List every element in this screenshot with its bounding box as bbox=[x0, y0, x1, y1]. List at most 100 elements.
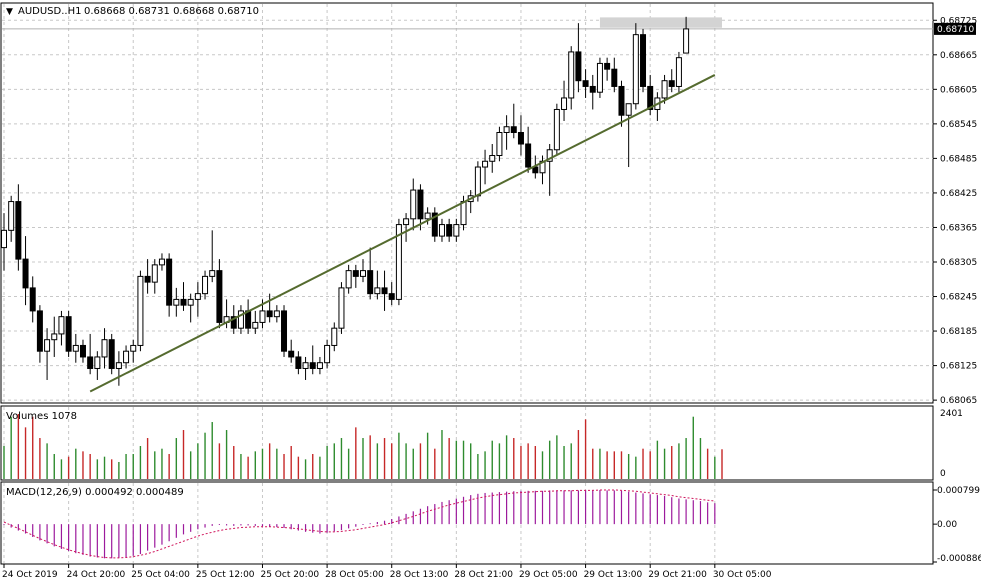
candle-body bbox=[151, 264, 158, 283]
candle-body bbox=[575, 51, 582, 82]
volumes-pane[interactable] bbox=[0, 405, 934, 481]
candle-body bbox=[115, 362, 122, 369]
candle-body bbox=[668, 80, 675, 87]
candle-body bbox=[65, 316, 72, 352]
candle-body bbox=[216, 270, 223, 323]
macd-tick-label: 0.00 bbox=[937, 520, 957, 530]
candle-body bbox=[281, 310, 288, 352]
candle-body bbox=[367, 270, 374, 295]
time-tick-label: 28 Oct 13:00 bbox=[390, 570, 449, 580]
candle-body bbox=[517, 131, 524, 145]
candle-body bbox=[360, 270, 366, 277]
candle-body bbox=[489, 155, 496, 162]
candle-body bbox=[561, 97, 568, 110]
candle bbox=[525, 126, 532, 173]
candle-body bbox=[582, 80, 589, 87]
candle bbox=[202, 270, 209, 300]
candle bbox=[273, 305, 280, 323]
candle bbox=[582, 69, 589, 98]
candle bbox=[489, 144, 496, 173]
candle-body bbox=[395, 224, 402, 300]
candle bbox=[209, 230, 216, 283]
candle bbox=[618, 80, 625, 127]
candle-body bbox=[237, 310, 244, 329]
macd-signal-line bbox=[3, 489, 715, 559]
candle-body bbox=[137, 275, 144, 346]
price-pane[interactable] bbox=[0, 2, 934, 404]
candle-body bbox=[273, 310, 280, 318]
candle bbox=[367, 247, 374, 300]
candle-body bbox=[101, 339, 108, 358]
candle bbox=[338, 282, 345, 334]
candle bbox=[237, 305, 244, 334]
trendline-segment[interactable] bbox=[89, 74, 716, 393]
candle-body bbox=[568, 51, 575, 99]
candle-body bbox=[410, 189, 417, 220]
candle bbox=[151, 259, 158, 294]
candle bbox=[446, 218, 453, 242]
candle-body bbox=[632, 34, 639, 105]
volume-axis: 2401 0 bbox=[940, 409, 963, 479]
time-axis[interactable]: 24 Oct 2019 24 Oct 20:00 25 Oct 04:00 25 Oc… bbox=[2, 564, 772, 580]
candle-body bbox=[158, 258, 165, 266]
candle-body bbox=[1, 229, 7, 249]
candle bbox=[503, 115, 510, 150]
candle-body bbox=[252, 321, 259, 329]
candle-body bbox=[661, 80, 668, 99]
candle-body bbox=[324, 344, 331, 364]
candle-body bbox=[230, 316, 237, 329]
time-tick-label: 25 Oct 04:00 bbox=[131, 570, 190, 580]
candle-body bbox=[618, 85, 625, 116]
candle-body bbox=[51, 333, 58, 341]
candle-body bbox=[266, 310, 273, 318]
candle-body bbox=[640, 34, 647, 87]
candle-body bbox=[15, 201, 22, 260]
macd-tick-label: -0.000886 bbox=[937, 554, 981, 564]
candle bbox=[561, 80, 568, 121]
candle-body bbox=[245, 310, 252, 329]
candle bbox=[79, 339, 86, 363]
candle-body bbox=[460, 201, 467, 226]
macd-pane[interactable] bbox=[0, 481, 934, 565]
candle bbox=[360, 259, 366, 283]
candle bbox=[604, 57, 611, 81]
candle-body bbox=[532, 166, 539, 174]
candle bbox=[309, 345, 316, 375]
candle-body bbox=[316, 362, 323, 369]
resistance-zone-rect[interactable] bbox=[599, 17, 722, 28]
symbol-timeframe: AUDUSD..H1 bbox=[18, 6, 81, 17]
candle bbox=[395, 218, 402, 306]
candle-body bbox=[503, 126, 510, 133]
candle bbox=[611, 57, 618, 93]
time-tick-label: 24 Oct 2019 bbox=[2, 570, 58, 580]
candle bbox=[661, 74, 668, 104]
macd-tick-label: 0.000799 bbox=[937, 486, 980, 496]
candle bbox=[352, 264, 359, 288]
price-axis[interactable]: 0.68725 0.68665 0.68605 0.68545 0.68485 0.684… bbox=[933, 16, 977, 406]
price-tick-label: 0.68545 bbox=[940, 120, 977, 130]
price-tick-label: 0.68485 bbox=[940, 154, 977, 164]
candle bbox=[281, 305, 288, 357]
price-tick-label: 0.68065 bbox=[940, 396, 977, 406]
current-price-marker: 0.68710 bbox=[934, 22, 976, 35]
candle bbox=[625, 103, 632, 168]
candle bbox=[517, 115, 524, 156]
candle-body bbox=[36, 310, 43, 352]
candle bbox=[130, 339, 137, 363]
candle bbox=[87, 333, 94, 375]
resistance-zone[interactable] bbox=[599, 17, 722, 28]
candle bbox=[510, 103, 517, 139]
candle bbox=[15, 184, 22, 271]
candle-body bbox=[58, 316, 65, 335]
trendline[interactable] bbox=[89, 74, 716, 393]
candle-body bbox=[87, 356, 94, 369]
candle bbox=[424, 207, 431, 225]
price-tick-label: 0.68365 bbox=[940, 223, 977, 233]
dropdown-triangle-icon[interactable]: ▼ bbox=[6, 7, 13, 17]
price-tick-label: 0.68425 bbox=[940, 189, 977, 199]
candle-body bbox=[8, 201, 15, 231]
candle bbox=[331, 322, 338, 352]
candle bbox=[568, 46, 575, 110]
volume-series bbox=[3, 414, 723, 479]
